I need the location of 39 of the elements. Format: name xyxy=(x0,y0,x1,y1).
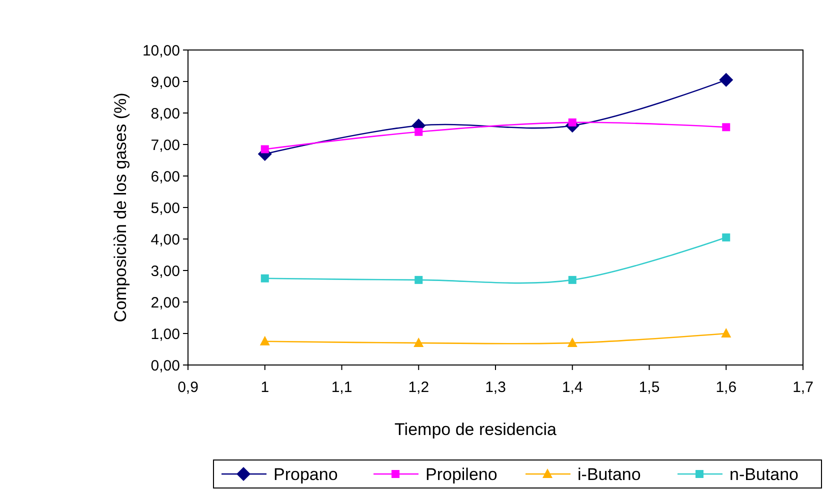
point xyxy=(722,233,730,242)
point xyxy=(719,72,734,87)
point xyxy=(414,337,424,347)
y-tick-label: 4,00 xyxy=(150,231,180,248)
x-tick-label: 1 xyxy=(260,379,270,396)
point xyxy=(568,118,576,126)
y-tick-label: 8,00 xyxy=(150,105,180,122)
x-tick-label: 1,4 xyxy=(562,379,583,396)
y-axis-title: Composiciòn de los gases (%) xyxy=(111,92,130,322)
point xyxy=(568,276,576,284)
legend-label: Propano xyxy=(274,464,338,484)
x-tick-label: 0,9 xyxy=(178,379,198,396)
point xyxy=(260,145,269,154)
y-tick-label: 7,00 xyxy=(150,136,180,154)
point xyxy=(567,337,578,347)
y-tick-label: 6,00 xyxy=(150,168,180,186)
y-tick-label: 3,00 xyxy=(150,262,180,280)
x-axis-title: Tiempo de residencia xyxy=(394,420,557,439)
x-tick-label: 1,1 xyxy=(331,379,352,396)
point xyxy=(260,274,269,282)
y-tick-label: 9,00 xyxy=(150,74,180,91)
point xyxy=(414,128,423,136)
point xyxy=(414,276,423,284)
point xyxy=(721,328,732,338)
y-tick-label: 0,00 xyxy=(150,357,180,374)
x-tick-label: 1,5 xyxy=(638,379,660,396)
y-tick-label: 1,00 xyxy=(150,326,180,343)
x-tick-label: 1,7 xyxy=(792,379,814,396)
legend-label: i-Butano xyxy=(578,464,641,484)
y-tick-label: 2,00 xyxy=(150,294,180,312)
y-tick-label: 10,00 xyxy=(142,42,180,60)
x-tick-label: 1,3 xyxy=(485,379,506,396)
legend-label: n-Butano xyxy=(730,464,798,484)
x-tick-label: 1,6 xyxy=(716,379,737,396)
point xyxy=(260,336,270,346)
x-tick-label: 1,2 xyxy=(408,379,430,396)
legend-label: Propileno xyxy=(426,464,498,484)
y-tick-label: 5,00 xyxy=(150,200,180,217)
point xyxy=(722,123,730,132)
